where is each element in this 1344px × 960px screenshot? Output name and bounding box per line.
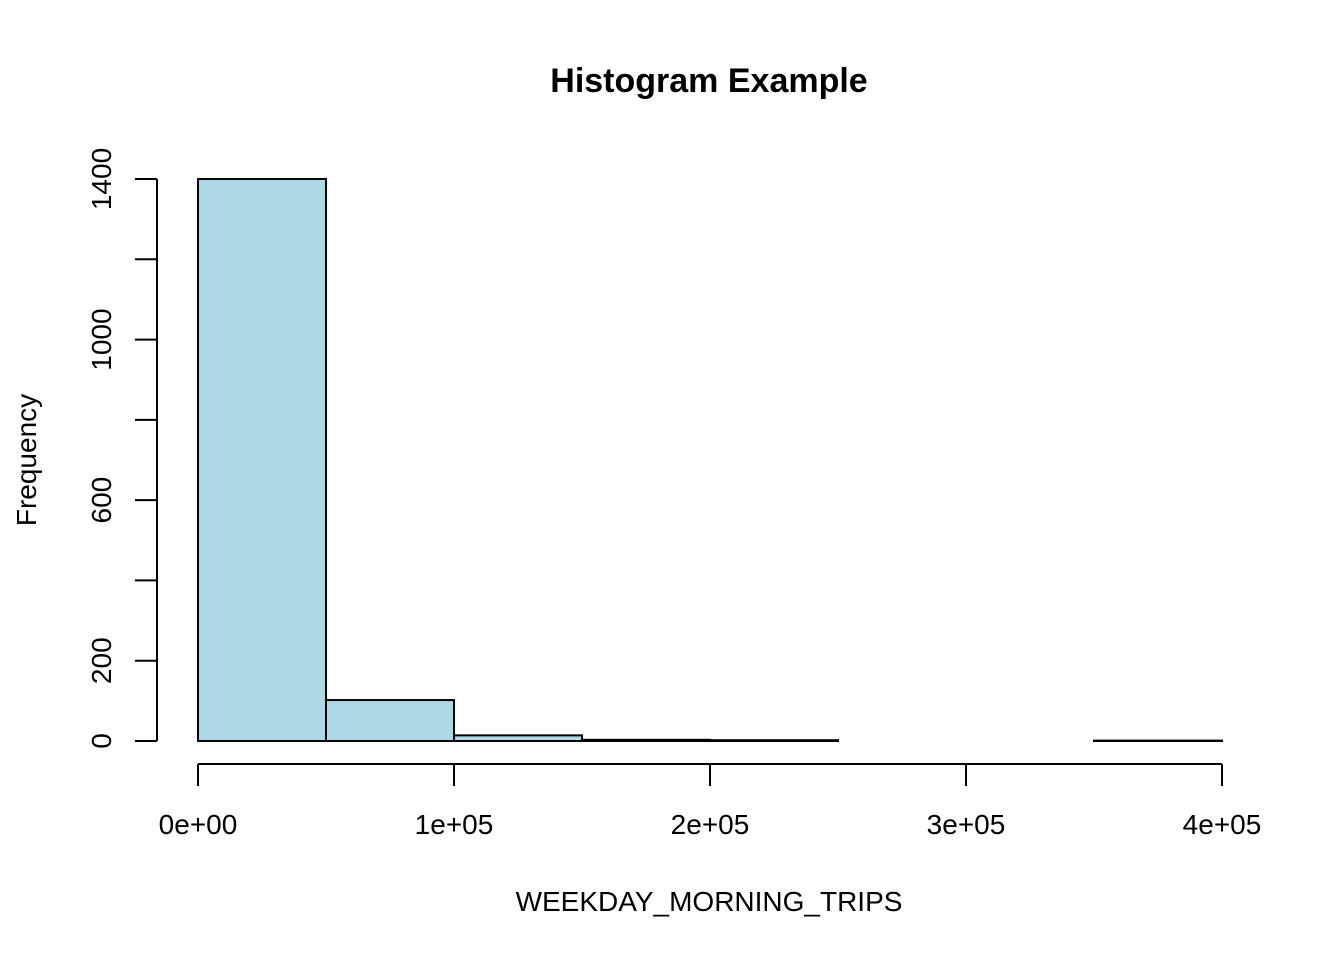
histogram-bar-1 — [325, 699, 455, 742]
histogram-bar-3 — [581, 738, 711, 743]
y-axis-label: Frequency — [11, 394, 42, 526]
histogram-bar-2 — [453, 734, 583, 743]
x-tick-label-2: 2e+05 — [671, 809, 750, 840]
y-tick-label-7: 1400 — [86, 148, 117, 210]
y-tick-label-5: 1000 — [86, 308, 117, 370]
x-axis: 0e+00 1e+05 2e+05 3e+05 4e+05 — [159, 763, 1262, 840]
x-tick-label-4: 4e+05 — [1183, 809, 1262, 840]
y-tick-label-3: 600 — [86, 477, 117, 524]
y-axis: 0 200 600 1000 1400 — [86, 148, 158, 749]
x-axis-label: WEEKDAY_MORNING_TRIPS — [516, 886, 903, 917]
x-tick-label-0: 0e+00 — [159, 809, 238, 840]
x-tick-label-1: 1e+05 — [415, 809, 494, 840]
y-tick-label-1: 200 — [86, 637, 117, 684]
x-tick-label-3: 3e+05 — [927, 809, 1006, 840]
chart-title: Histogram Example — [550, 62, 867, 100]
y-tick-label-0: 0 — [86, 733, 117, 749]
histogram-bar-4 — [709, 739, 839, 743]
bars-group — [197, 178, 1223, 743]
histogram-bar-0 — [197, 178, 327, 742]
